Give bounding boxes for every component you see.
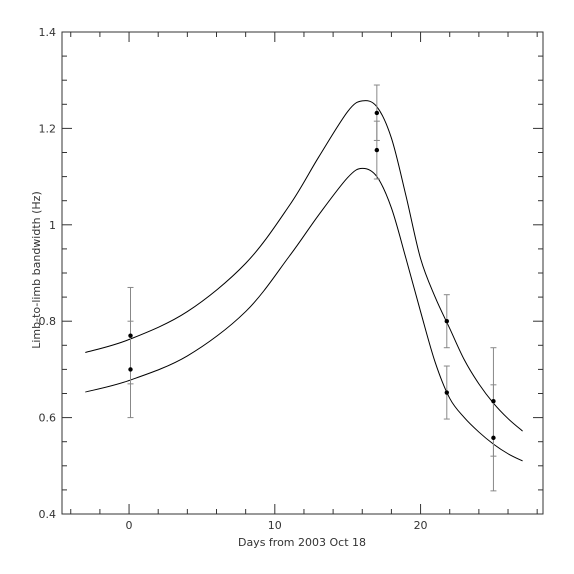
y-tick-label: 0.6 <box>39 412 57 425</box>
plot-frame-layer <box>61 31 544 515</box>
y-tick-label: 0.8 <box>39 315 57 328</box>
x-axis-title: Days from 2003 Oct 18 <box>238 536 366 549</box>
y-tick-label: 1.2 <box>39 122 57 135</box>
x-tick-label: 10 <box>268 519 282 532</box>
model-curve-2 <box>85 167 523 462</box>
curves-layer <box>85 100 523 462</box>
data-point <box>374 147 380 153</box>
y-tick-label: 0.4 <box>39 508 57 521</box>
data-point <box>128 333 133 338</box>
error-bars-layer <box>127 84 497 492</box>
x-tick-label: 20 <box>414 519 428 532</box>
data-point <box>444 319 449 324</box>
data-point <box>374 110 380 116</box>
data-point <box>491 435 496 441</box>
plot-frame <box>61 31 544 515</box>
points-layer <box>128 110 496 441</box>
data-point <box>444 390 449 395</box>
model-curve-1 <box>85 100 523 432</box>
data-point <box>128 367 133 372</box>
data-point <box>491 399 496 404</box>
y-axis-title: Limb-to-limb bandwidth (Hz) <box>30 191 43 349</box>
x-tick-label: 0 <box>126 519 133 532</box>
ticks-layer: 0 10 20 0.4 0.6 0.8 1 1.2 1.4 <box>39 26 543 532</box>
y-tick-label: 1.4 <box>39 26 57 39</box>
y-tick-label: 1 <box>49 219 56 232</box>
